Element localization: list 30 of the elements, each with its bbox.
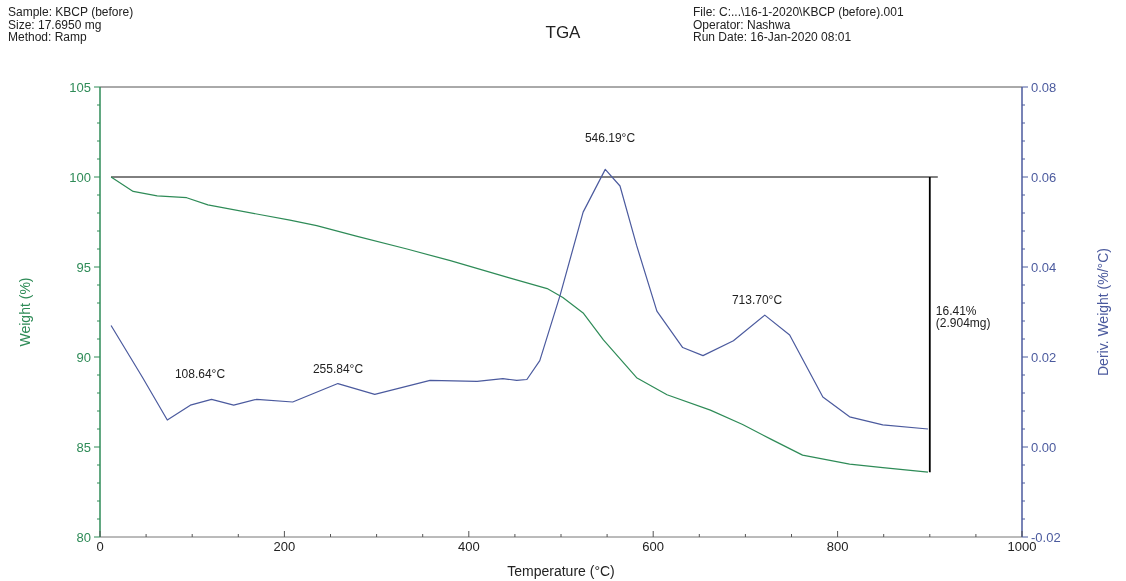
y-axis-title: Weight (%) [17, 277, 33, 347]
y2-tick-label: 0.08 [1031, 79, 1057, 95]
y-tick-label: 95 [76, 259, 91, 275]
y2-tick-label: 0.04 [1031, 259, 1057, 275]
annotation: 108.64°C [174, 367, 226, 381]
annotation: 546.19°C [584, 131, 636, 145]
y-tick-label: 105 [69, 79, 91, 95]
x-tick-label: 200 [273, 539, 296, 554]
y2-tick-label: 0.00 [1031, 439, 1057, 455]
y-tick-label: 85 [76, 439, 91, 455]
x-tick-label: 0 [96, 539, 104, 554]
x-tick-label: 600 [642, 539, 665, 554]
y2-tick-label: 0.02 [1031, 349, 1057, 365]
annotation: 255.84°C [312, 362, 364, 376]
x-tick-label: 800 [826, 539, 849, 554]
annotation: 713.70°C [731, 293, 783, 307]
y-tick-label: 90 [76, 349, 91, 365]
line-series [110, 176, 929, 473]
text: File: C:...\16-1-2020\KBCP (before).001 Operator: Nashwa Run Date: 16-Jan-2020 08:01 [693, 5, 904, 45]
chart-title: TGA [545, 23, 582, 42]
x-axis-title: Temperature (°C) [507, 563, 615, 579]
y-tick-label: 100 [69, 169, 91, 185]
y2-tick-label: 0.06 [1031, 169, 1057, 185]
x-tick-label: 400 [457, 539, 480, 554]
line-series [110, 168, 929, 430]
y-tick-label: 80 [76, 529, 91, 545]
text: Sample: KBCP (before) Size: 17.6950 mg Method: Ramp [8, 5, 134, 45]
x-tick-label: 1000 [1007, 539, 1037, 554]
ref-line-label: 16.41% (2.904mg) [935, 303, 991, 331]
y2-axis-title: Deriv. Weight (%/°C) [1095, 248, 1111, 376]
